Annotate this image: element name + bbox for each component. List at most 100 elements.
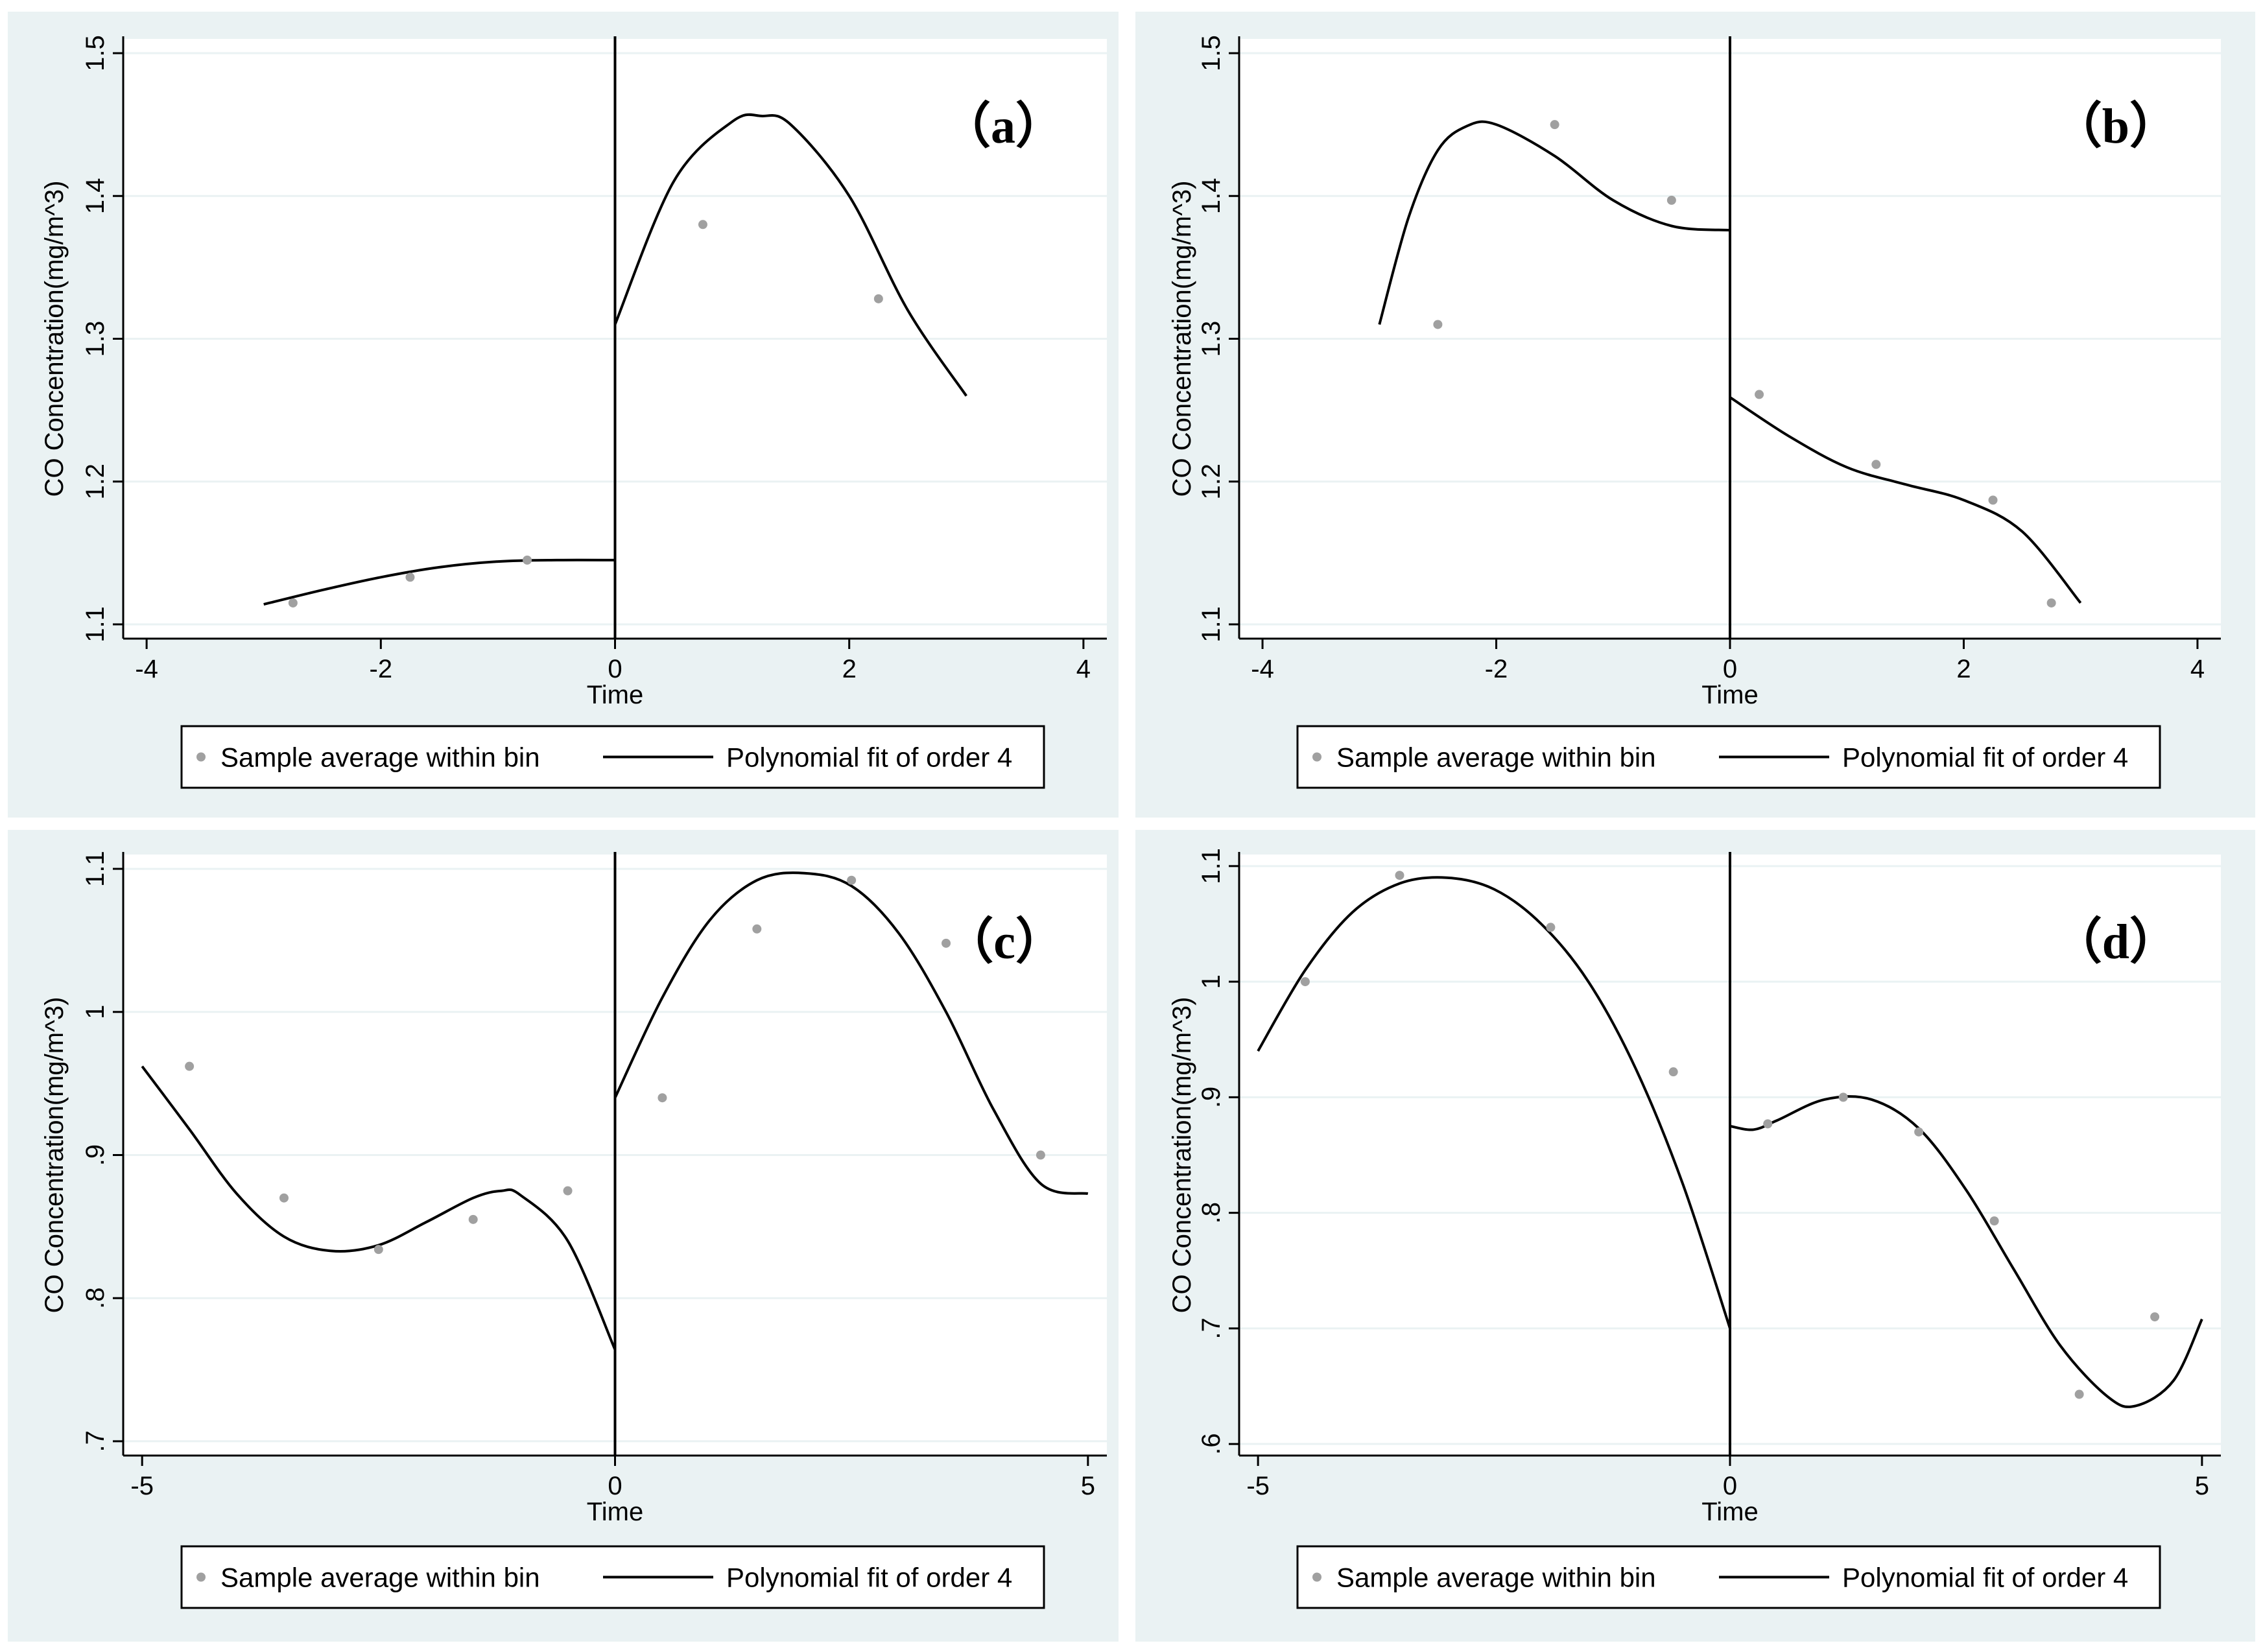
data-point — [279, 1193, 289, 1203]
x-tick-label: -4 — [135, 655, 158, 683]
y-axis-title: CO Concentration(mg/m^3) — [40, 181, 69, 497]
legend-item-sample: Sample average within bin — [220, 1563, 540, 1593]
data-point — [563, 1186, 573, 1196]
legend-item-fit: Polynomial fit of order 4 — [726, 1563, 1012, 1593]
chart-panel-d: .6 .7 .8 .9 1 1.1 -5 0 5 Time CO Concentration(mg/… — [1135, 830, 2255, 1642]
y-tick-label: 1.3 — [1197, 321, 1226, 357]
y-tick-label: .8 — [81, 1288, 110, 1309]
data-point — [942, 938, 951, 948]
x-tick-label: -2 — [370, 655, 393, 683]
legend: Sample average within bin Polynomial fit … — [1296, 725, 2161, 789]
data-point — [2046, 598, 2056, 608]
x-tick-label: -2 — [1485, 655, 1508, 683]
x-tick-label: -5 — [1246, 1472, 1270, 1500]
y-tick-label: .9 — [81, 1144, 110, 1166]
legend: Sample average within bin Polynomial fit … — [180, 1545, 1045, 1609]
data-point — [1395, 871, 1404, 880]
legend-point-marker — [196, 1572, 206, 1582]
data-point — [1988, 495, 1998, 505]
panel-label: （b） — [2053, 99, 2179, 154]
legend-item-sample: Sample average within bin — [1336, 1563, 1656, 1593]
x-tick-label: 2 — [842, 655, 857, 683]
y-tick-label: 1.3 — [81, 321, 110, 357]
data-point — [698, 220, 707, 230]
data-point — [658, 1093, 667, 1103]
x-tick-label: 0 — [1723, 655, 1737, 683]
y-tick-label: 1.4 — [1197, 178, 1226, 214]
fit-line-left — [1378, 120, 1731, 325]
data-point — [1550, 120, 1559, 130]
data-point — [523, 555, 532, 565]
y-axis-title: CO Concentration(mg/m^3) — [1168, 997, 1196, 1314]
chart-panel-a: 1.1 1.2 1.3 1.4 1.5 -4 -2 0 2 4 Time CO Concentrati… — [8, 12, 1119, 818]
legend-point-marker — [196, 752, 206, 762]
fit-line-right — [613, 871, 1089, 1196]
x-tick-label: 0 — [608, 1472, 622, 1500]
y-axis-title: CO Concentration(mg/m^3) — [1168, 181, 1196, 497]
x-axis-title: Time — [1701, 1498, 1758, 1526]
y-tick-label: 1.1 — [81, 851, 110, 887]
x-axis-title: Time — [587, 1498, 643, 1526]
legend-item-fit: Polynomial fit of order 4 — [726, 742, 1012, 773]
data-point — [1914, 1127, 1924, 1137]
data-point — [1755, 390, 1764, 399]
data-point — [1433, 320, 1443, 329]
x-tick-label: 0 — [608, 655, 622, 683]
y-tick-label: 1.5 — [1197, 35, 1226, 71]
y-tick-label: 1 — [1197, 974, 1226, 989]
legend-point-marker — [1312, 752, 1321, 762]
legend-item-sample: Sample average within bin — [220, 742, 540, 773]
legend-item-sample: Sample average within bin — [1336, 742, 1656, 773]
data-point — [288, 598, 298, 608]
data-point — [1989, 1216, 1999, 1226]
x-tick-label: 5 — [1081, 1472, 1095, 1500]
y-tick-label: 1.2 — [81, 464, 110, 500]
legend-item-fit: Polynomial fit of order 4 — [1842, 742, 2128, 773]
x-tick-label: 0 — [1723, 1472, 1737, 1500]
chart-panel-c: .7 .8 .9 1 1.1 -5 0 5 Time CO Concentration(mg/m^… — [8, 830, 1119, 1642]
data-point — [185, 1061, 195, 1071]
x-axis-title: Time — [1701, 681, 1758, 709]
x-tick-label: -4 — [1251, 655, 1274, 683]
fit-line-right — [1729, 396, 2082, 604]
y-tick-label: .8 — [1197, 1202, 1226, 1223]
fit-line-right — [1729, 1095, 2203, 1409]
y-tick-label: 1 — [81, 1005, 110, 1019]
data-point — [1666, 195, 1676, 205]
y-tick-label: 1.1 — [81, 606, 110, 643]
y-tick-label: 1.1 — [1197, 606, 1226, 643]
x-tick-label: 2 — [1956, 655, 1971, 683]
y-tick-label: 1.5 — [81, 35, 110, 71]
fit-line-left — [263, 558, 615, 606]
panel-label: （a） — [942, 99, 1065, 154]
data-point — [752, 924, 762, 934]
data-point — [2074, 1389, 2084, 1399]
legend: Sample average within bin Polynomial fit … — [1296, 1545, 2161, 1609]
data-point — [468, 1214, 478, 1224]
panel-label: （c） — [944, 915, 1065, 969]
x-tick-label: 5 — [2195, 1472, 2209, 1500]
x-tick-label: 4 — [2190, 655, 2205, 683]
y-tick-label: 1.2 — [1197, 464, 1226, 500]
data-point — [1838, 1092, 1848, 1102]
legend: Sample average within bin Polynomial fit … — [180, 725, 1045, 789]
data-point — [1546, 923, 1556, 932]
data-point — [1300, 977, 1310, 987]
y-tick-label: .9 — [1197, 1087, 1226, 1108]
legend-point-marker — [1312, 1572, 1321, 1582]
legend-item-fit: Polynomial fit of order 4 — [1842, 1563, 2128, 1593]
x-tick-label: 4 — [1076, 655, 1091, 683]
y-axis-title: CO Concentration(mg/m^3) — [40, 997, 69, 1314]
data-point — [373, 1245, 383, 1255]
y-tick-label: .7 — [81, 1430, 110, 1452]
fit-line-right — [613, 113, 967, 397]
chart-panel-b: 1.1 1.2 1.3 1.4 1.5 -4 -2 0 2 4 Time CO Concentrati… — [1135, 12, 2255, 818]
y-tick-label: .7 — [1197, 1317, 1226, 1339]
y-tick-label: .6 — [1197, 1433, 1226, 1454]
data-point — [847, 875, 857, 885]
panel-label: （d） — [2053, 915, 2179, 969]
x-axis-title: Time — [587, 681, 643, 709]
y-tick-label: 1.4 — [81, 178, 110, 214]
fit-line-left — [1257, 876, 1731, 1329]
